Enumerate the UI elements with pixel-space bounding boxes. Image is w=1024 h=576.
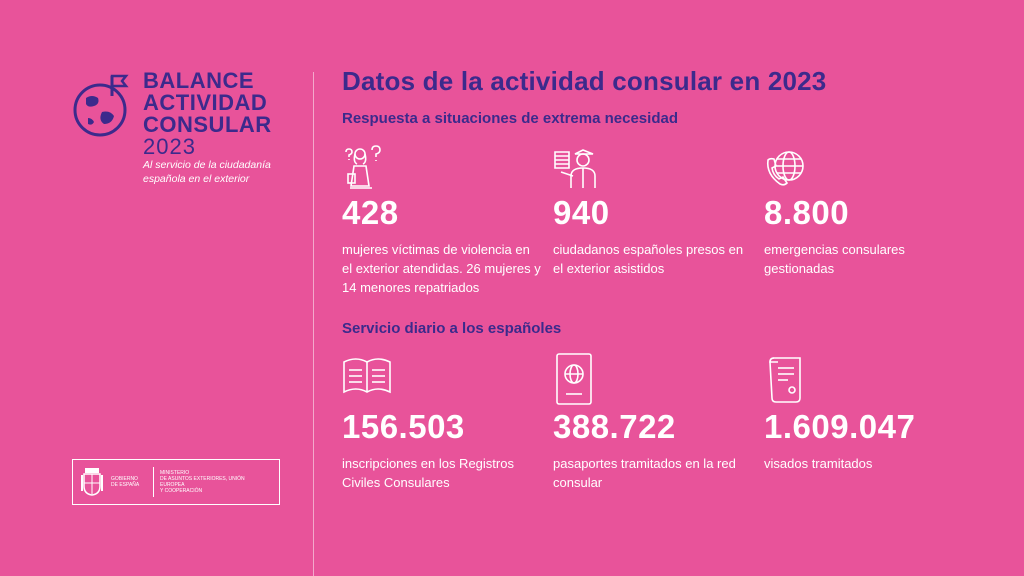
stat-value: 8.800 xyxy=(764,194,850,231)
section-heading-emergency: Respuesta a situaciones de extrema neces… xyxy=(342,110,678,127)
stat-description: ciudadanos españoles presos en el exteri… xyxy=(553,242,744,276)
open-book-icon xyxy=(343,358,391,394)
stat-card-passports: 388.722 pasaportes tramitados en la red … xyxy=(553,340,753,490)
tagline-line1: Al servicio de la ciudadanía xyxy=(143,159,271,171)
government-badge: GOBIERNO DE ESPAÑA MINISTERIO DE ASUNTOS… xyxy=(72,459,280,505)
stat-card-registrations: 156.503 inscripciones en los Registros C… xyxy=(342,340,542,490)
government-label: GOBIERNO DE ESPAÑA xyxy=(111,476,147,488)
stat-description: mujeres víctimas de violencia en el exte… xyxy=(342,242,541,295)
logo-line2: ACTIVIDAD xyxy=(143,90,268,115)
page-title: Datos de la actividad consular en 2023 xyxy=(342,66,827,96)
tagline-line2: española en el exterior xyxy=(143,173,250,185)
ministry-line2: DE ASUNTOS EXTERIORES, UNIÓN EUROPEA xyxy=(160,476,245,488)
passport-icon xyxy=(556,353,592,405)
stat-card-women: 428 mujeres víctimas de violencia en el … xyxy=(342,144,542,295)
logo-title: BALANCE ACTIVIDAD CONSULAR 2023 xyxy=(143,70,272,158)
phone-globe-icon xyxy=(766,151,804,186)
vertical-divider xyxy=(313,72,314,576)
stat-value: 940 xyxy=(553,194,610,231)
logo-tagline: Al servicio de la ciudadanía española en… xyxy=(143,158,271,186)
ministry-label: MINISTERIO DE ASUNTOS EXTERIORES, UNIÓN … xyxy=(160,470,270,494)
woman-question-icon xyxy=(345,145,381,189)
globe-flag-icon xyxy=(73,74,129,137)
ministry-line1: MINISTERIO xyxy=(160,470,190,476)
section-heading-daily: Servicio diario a los españoles xyxy=(342,320,562,337)
gov-line1: GOBIERNO xyxy=(111,476,138,482)
stat-card-emergencies: 8.800 emergencias consulares gestionadas xyxy=(764,144,964,276)
coat-of-arms-icon xyxy=(81,468,103,496)
badge-separator xyxy=(153,467,154,497)
logo-line3: CONSULAR xyxy=(143,112,272,137)
stat-card-prisoners: 940 ciudadanos españoles presos en el ex… xyxy=(553,144,753,276)
stat-card-visas: 1.609.047 visados tramitados xyxy=(764,340,964,471)
stat-description: visados tramitados xyxy=(764,456,873,471)
stat-value: 388.722 xyxy=(553,408,676,445)
stat-value: 1.609.047 xyxy=(764,408,916,445)
stat-value: 156.503 xyxy=(342,408,465,445)
ministry-line3: Y COOPERACIÓN xyxy=(160,488,203,494)
stat-description: pasaportes tramitados en la red consular xyxy=(553,456,736,490)
gov-line2: DE ESPAÑA xyxy=(111,482,140,488)
logo-line1: BALANCE xyxy=(143,68,255,93)
stat-description: inscripciones en los Registros Civiles C… xyxy=(342,456,514,490)
logo-year: 2023 xyxy=(143,134,196,159)
scroll-document-icon xyxy=(769,357,801,403)
stat-value: 428 xyxy=(342,194,399,231)
campaign-logo: BALANCE ACTIVIDAD CONSULAR 2023 Al servi… xyxy=(72,70,292,190)
prisoner-officer-icon xyxy=(554,149,596,188)
stat-description: emergencias consulares gestionadas xyxy=(764,242,905,276)
